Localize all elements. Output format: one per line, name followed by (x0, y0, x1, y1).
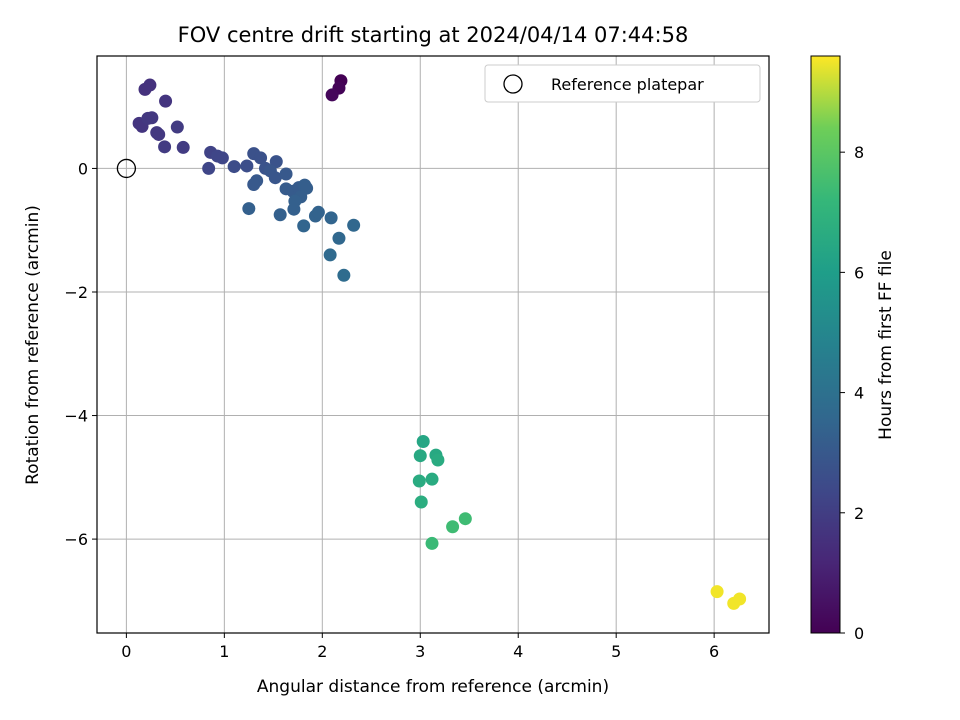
data-point (332, 231, 346, 245)
data-point (413, 449, 427, 463)
legend-marker-reference (503, 74, 523, 94)
data-point (287, 202, 301, 216)
y-tick-label: −2 (64, 283, 88, 302)
x-tick-label: 1 (219, 642, 229, 661)
data-point (337, 268, 351, 282)
data-point (297, 219, 311, 233)
data-point (242, 202, 256, 216)
data-point (414, 495, 428, 509)
chart-title: FOV centre drift starting at 2024/04/14 … (178, 23, 689, 47)
colorbar-gradient (810, 55, 841, 634)
y-tick-label: −4 (64, 407, 88, 426)
data-point (727, 596, 741, 610)
data-point (325, 88, 339, 102)
colorbar: 0 2 4 6 8 Hours from first FF file (810, 55, 896, 643)
data-point (227, 160, 241, 174)
x-tick-label: 2 (317, 642, 327, 661)
legend-entry-reference: Reference platepar (551, 75, 704, 94)
plot-frame (96, 55, 770, 634)
data-point (279, 167, 293, 181)
data-point (324, 211, 338, 225)
legend-box (484, 64, 761, 103)
data-points (132, 74, 747, 610)
reference-platepar-marker (116, 158, 137, 179)
data-point (347, 218, 361, 232)
x-tick-label: 5 (611, 642, 621, 661)
data-point (446, 520, 460, 534)
y-axis-ticks: 0 −2 −4 −6 (64, 159, 97, 549)
data-point (254, 151, 268, 165)
data-point (202, 161, 216, 175)
colorbar-label: Hours from first FF file (876, 250, 896, 440)
x-tick-label: 4 (513, 642, 523, 661)
colorbar-tick-label: 6 (854, 263, 864, 282)
colorbar-tick-label: 8 (854, 143, 864, 162)
data-point (176, 140, 190, 154)
legend: Reference platepar (484, 64, 761, 103)
data-point (425, 536, 439, 550)
data-point (710, 585, 724, 599)
data-point (145, 111, 159, 125)
colorbar-tick-label: 2 (854, 504, 864, 523)
data-point (138, 82, 152, 96)
data-point (247, 177, 261, 191)
data-point (412, 474, 426, 488)
data-point (269, 155, 283, 169)
data-point (158, 140, 172, 154)
colorbar-ticks: 0 2 4 6 8 (840, 143, 864, 643)
y-axis-label: Rotation from reference (arcmin) (23, 205, 43, 485)
data-point (159, 94, 173, 108)
data-point (240, 159, 254, 173)
x-tick-label: 3 (415, 642, 425, 661)
data-point (431, 453, 445, 467)
x-tick-label: 6 (709, 642, 719, 661)
colorbar-tick-label: 4 (854, 384, 864, 403)
y-tick-label: 0 (78, 159, 88, 178)
data-point (170, 120, 184, 134)
data-point (268, 171, 282, 185)
y-tick-label: −6 (64, 530, 88, 549)
data-point (152, 127, 166, 141)
data-point (458, 512, 472, 526)
x-axis-ticks: 0 1 2 3 4 5 6 (121, 633, 719, 661)
data-point (215, 151, 229, 165)
reference-marker-group (116, 158, 137, 179)
data-point (416, 434, 430, 448)
data-point (273, 208, 287, 222)
data-point (323, 248, 337, 262)
data-point (311, 205, 325, 219)
x-axis-label: Angular distance from reference (arcmin) (257, 677, 609, 697)
data-point (425, 472, 439, 486)
x-tick-label: 0 (121, 642, 131, 661)
colorbar-tick-label: 0 (854, 624, 864, 643)
